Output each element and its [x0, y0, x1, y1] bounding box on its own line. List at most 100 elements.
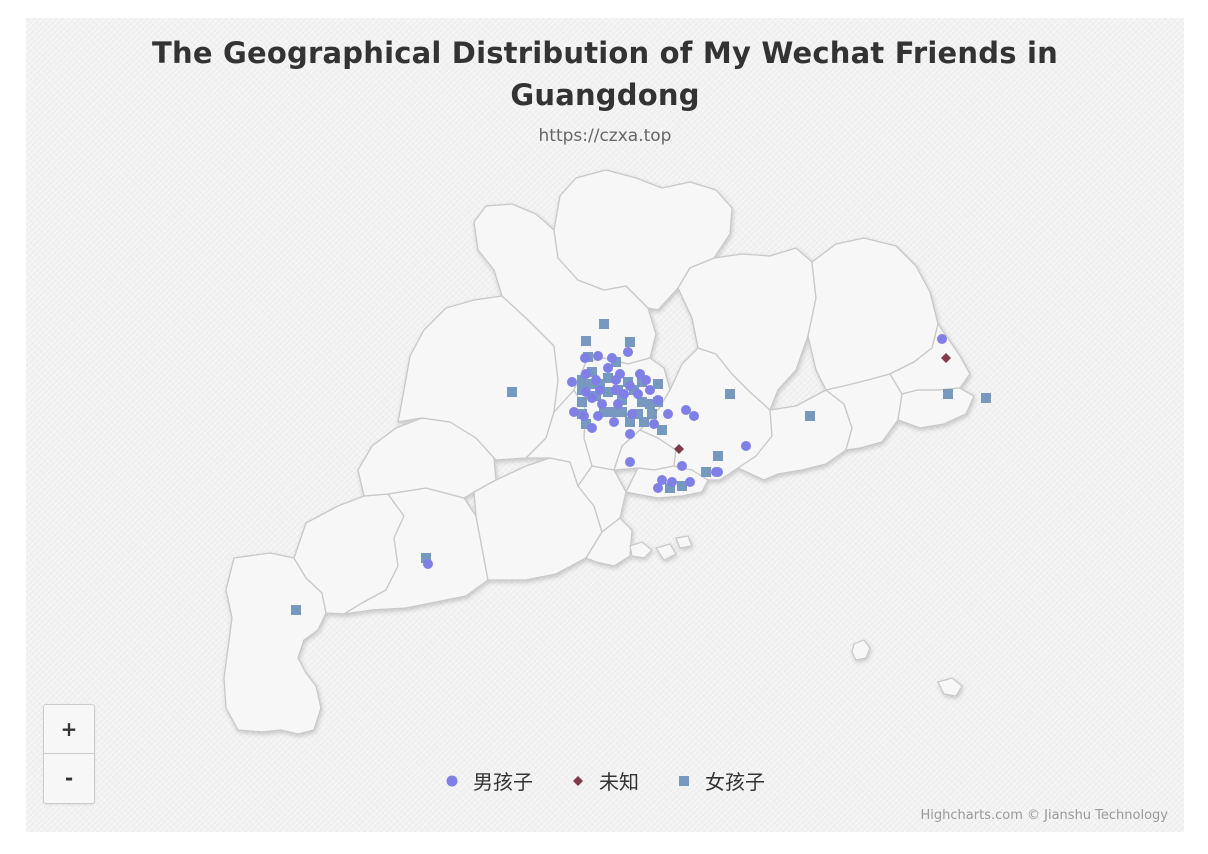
region-layer [223, 169, 975, 735]
region-islands-pearl-delta [629, 535, 693, 561]
map-point-boy-16[interactable] [627, 409, 637, 419]
circle-icon [446, 775, 458, 786]
map-point-boy-22[interactable] [611, 385, 621, 395]
map-point-boy-26[interactable] [569, 407, 579, 417]
map-point-girl-21[interactable] [633, 409, 643, 419]
map-point-boy-2[interactable] [593, 351, 603, 361]
map-point-girl-36[interactable] [665, 483, 675, 493]
map-point-girl-7[interactable] [603, 373, 613, 383]
map-point-boy-35[interactable] [741, 441, 751, 451]
map-chart: The Geographical Distribution of My Wech… [26, 18, 1184, 832]
legend-marker-unknown [573, 775, 583, 786]
map-point-unknown-2[interactable] [674, 444, 684, 454]
map-point-boy-44[interactable] [581, 387, 591, 397]
region-zhuhai[interactable] [585, 517, 633, 567]
zoom-in-button[interactable]: + [43, 704, 95, 754]
map-point-boy-28[interactable] [625, 457, 635, 467]
map-point-girl-37[interactable] [421, 553, 431, 563]
map-point-boy-18[interactable] [587, 423, 597, 433]
region-shantou[interactable] [897, 387, 975, 429]
map-point-girl-29[interactable] [725, 389, 735, 399]
legend-marker-boy [446, 775, 458, 786]
map-point-boy-42[interactable] [635, 369, 645, 379]
map-point-boy-13[interactable] [653, 395, 663, 405]
map-point-girl-42[interactable] [581, 419, 591, 429]
map-point-boy-19[interactable] [625, 429, 635, 439]
map-point-boy-32[interactable] [653, 483, 663, 493]
map-point-boy-6[interactable] [591, 375, 601, 385]
map-point-girl-41[interactable] [617, 395, 627, 405]
region-chaozhou[interactable] [889, 323, 971, 395]
map-point-boy-41[interactable] [597, 399, 607, 409]
map-point-boy-23[interactable] [619, 389, 629, 399]
map-point-boy-39[interactable] [607, 353, 617, 363]
map-point-girl-34[interactable] [701, 467, 711, 477]
map-point-boy-9[interactable] [595, 385, 605, 395]
map-point-boy-3[interactable] [623, 347, 633, 357]
map-point-girl-6[interactable] [587, 367, 597, 377]
map-point-girl-28[interactable] [507, 387, 517, 397]
credits-link[interactable]: Highcharts.com © Jianshu Technology [920, 808, 1168, 823]
map-point-boy-36[interactable] [711, 467, 721, 477]
region-yangjiang[interactable] [343, 487, 489, 615]
map-point-girl-14[interactable] [577, 397, 587, 407]
map-point-girl-1[interactable] [599, 319, 609, 329]
map-point-boy-1[interactable] [580, 353, 590, 363]
subtitle: https://czxa.top [538, 126, 672, 146]
map-point-boy-43[interactable] [645, 385, 655, 395]
map-point-girl-2[interactable] [581, 336, 591, 346]
map-point-boy-31[interactable] [667, 477, 677, 487]
map-point-boy-11[interactable] [613, 399, 623, 409]
map-point-boy-21[interactable] [689, 411, 699, 421]
region-shaoguan[interactable] [553, 169, 733, 311]
map-point-boy-33[interactable] [685, 477, 695, 487]
map-point-girl-35[interactable] [677, 481, 687, 491]
map-point-boy-40[interactable] [615, 369, 625, 379]
map-point-boy-17[interactable] [609, 417, 619, 427]
map-point-girl-30[interactable] [805, 411, 815, 421]
map-point-girl-5[interactable] [611, 357, 621, 367]
map-point-girl-25[interactable] [657, 425, 667, 435]
map-point-boy-4[interactable] [567, 377, 577, 387]
region-jieyang[interactable] [825, 373, 903, 451]
map-point-boy-27[interactable] [579, 411, 589, 421]
map-point-girl-19[interactable] [609, 407, 619, 417]
map-point-boy-38[interactable] [423, 559, 433, 569]
zoom-out-button[interactable]: - [43, 753, 95, 804]
map-point-girl-31[interactable] [943, 389, 953, 399]
legend-item-boy[interactable]: 男孩子 [445, 766, 533, 795]
map-point-girl-24[interactable] [637, 397, 647, 407]
map-point-unknown-1[interactable] [941, 353, 951, 363]
map-point-boy-30[interactable] [657, 475, 667, 485]
map-point-girl-22[interactable] [639, 417, 649, 427]
square-icon [679, 775, 689, 786]
map-point-girl-32[interactable] [981, 393, 991, 403]
map-point-girl-38[interactable] [291, 605, 301, 615]
map-point-girl-16[interactable] [587, 379, 597, 389]
map-point-boy-24[interactable] [625, 381, 635, 391]
map-point-girl-43[interactable] [625, 417, 635, 427]
map-point-boy-15[interactable] [649, 419, 659, 429]
map-point-boy-7[interactable] [603, 363, 613, 373]
map-point-boy-45[interactable] [593, 411, 603, 421]
map-point-girl-39[interactable] [645, 399, 655, 409]
legend-item-girl[interactable]: 女孩子 [677, 766, 765, 795]
map-point-boy-5[interactable] [581, 369, 591, 379]
map-point-girl-26[interactable] [603, 387, 613, 397]
map-point-boy-29[interactable] [677, 461, 687, 471]
map-point-girl-18[interactable] [599, 407, 609, 417]
map-point-girl-11[interactable] [629, 385, 639, 395]
map-point-girl-44[interactable] [653, 379, 663, 389]
map-point-girl-23[interactable] [647, 409, 657, 419]
map-point-girl-3[interactable] [625, 337, 635, 347]
map-point-girl-12[interactable] [577, 375, 587, 385]
map-point-girl-20[interactable] [617, 407, 627, 417]
map-point-boy-20[interactable] [681, 405, 691, 415]
region-heyuan[interactable] [677, 247, 817, 411]
map-point-girl-27[interactable] [595, 379, 605, 389]
legend-item-unknown[interactable]: 未知 [571, 766, 639, 795]
map-point-girl-33[interactable] [713, 451, 723, 461]
map-point-boy-14[interactable] [663, 409, 673, 419]
map-point-boy-37[interactable] [937, 334, 947, 344]
map-point-boy-25[interactable] [633, 389, 643, 399]
